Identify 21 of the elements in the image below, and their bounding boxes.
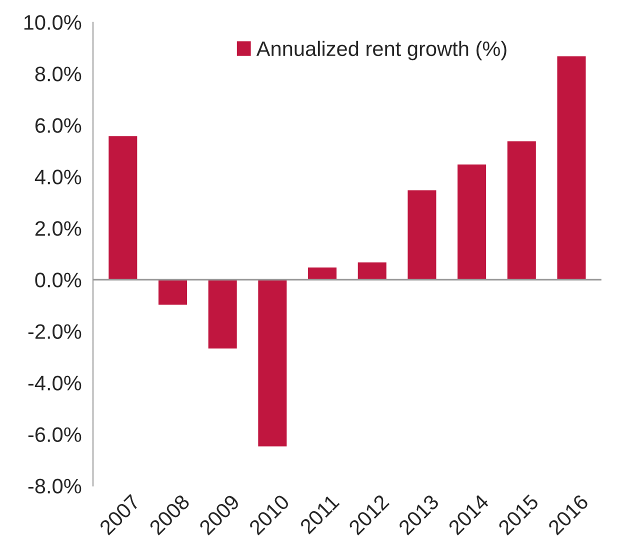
bar [256,278,288,448]
y-tick-label: -4.0% [28,376,82,390]
y-tick-label: 4.0% [34,170,82,184]
bar [107,134,139,280]
bar [206,278,238,350]
y-tick-label: 6.0% [35,118,82,133]
y-tick-label: 0.0% [35,272,82,288]
y-tick-label: 2.0% [35,221,82,236]
bar [556,54,588,280]
bar [306,266,338,280]
bar [157,278,188,306]
bar [356,260,388,280]
bar [456,163,488,280]
y-tick-label: -6.0% [28,427,82,442]
bar [506,140,538,280]
y-tick-label: -8.0% [28,478,82,494]
y-tick-label: 10.0% [24,15,82,30]
y-tick-label: -2.0% [28,324,82,339]
legend-label: Annualized rent growth (%) [256,40,506,60]
y-tick-label: 8.0% [35,66,82,82]
bar [406,188,438,280]
